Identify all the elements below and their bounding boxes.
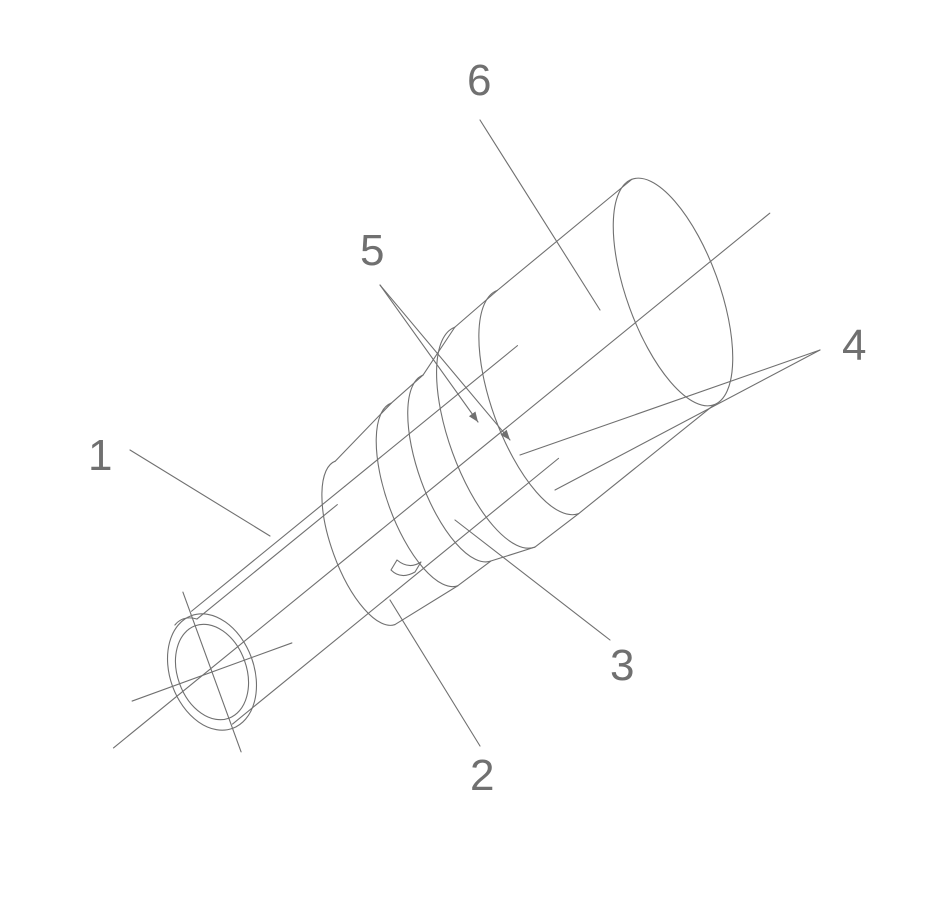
leader-line-4 [555,350,820,490]
crosshair-v [183,592,241,752]
callout-number-5: 5 [360,226,384,275]
edge-bottom [233,599,386,724]
edge-top [455,290,498,327]
edge-bottom [491,547,535,561]
leader-line-6 [480,120,600,310]
tail-cap-far [632,178,733,405]
edge-top [191,486,344,611]
leader-line-4 [520,350,820,455]
callout-number-4: 4 [842,321,866,370]
edge-top [391,375,423,403]
mid-notch [391,560,421,576]
leader-arrow [469,412,478,422]
leader-line-3 [455,520,610,640]
ring-half [437,327,535,548]
edge-bottom [535,514,579,548]
ring-half [613,179,714,406]
leader-line-1 [130,450,270,536]
callout-number-2: 2 [470,751,494,800]
leader-line-2 [390,600,480,746]
edge-bottom [395,586,458,625]
callout-number-3: 3 [610,641,634,690]
edge-bottom [579,405,714,514]
edge-bottom [386,458,559,599]
leader-line-5 [380,285,510,440]
callout-number-1: 1 [88,431,112,480]
edge-top [497,179,632,290]
callout-number-6: 6 [467,56,491,105]
edge-bottom [458,561,491,586]
edge-top [345,346,518,487]
keyway-edge [197,505,337,619]
edge-top [335,403,391,461]
center-axis [113,213,769,748]
ring-half [479,290,579,514]
leader-line-5 [380,285,478,422]
